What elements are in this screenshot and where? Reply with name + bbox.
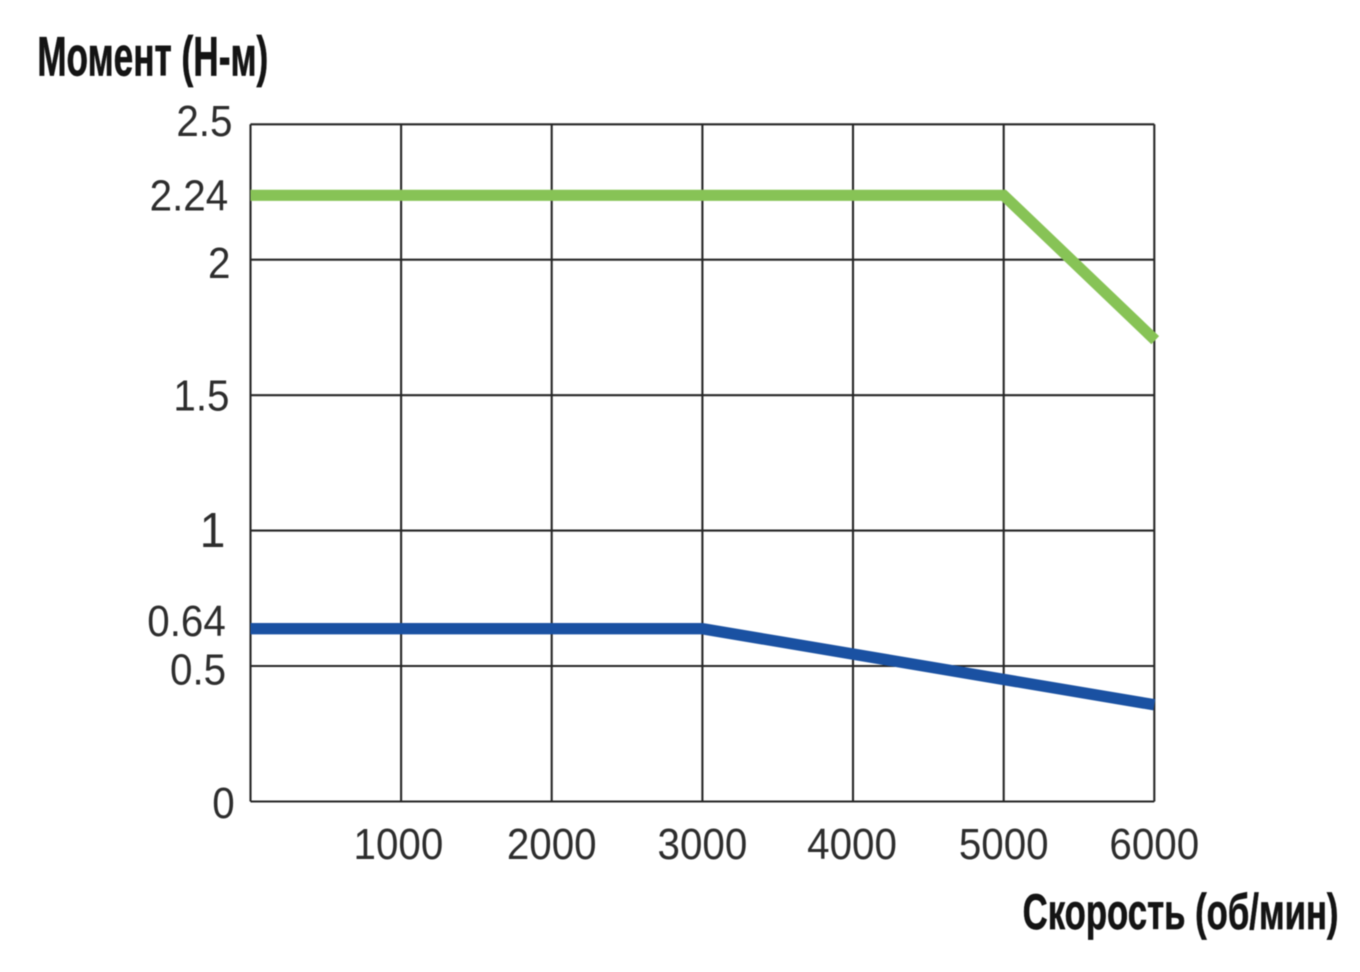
svg-text:1.5: 1.5	[173, 371, 229, 420]
svg-text:2: 2	[208, 239, 230, 288]
svg-text:6000: 6000	[1109, 820, 1199, 869]
svg-text:2.5: 2.5	[176, 97, 232, 146]
svg-text:0.5: 0.5	[170, 645, 226, 694]
svg-text:1: 1	[200, 503, 226, 558]
svg-text:0.64: 0.64	[147, 597, 226, 646]
svg-text:5000: 5000	[959, 820, 1049, 869]
svg-text:Момент (Н-м): Момент (Н-м)	[37, 25, 268, 87]
svg-text:2.24: 2.24	[150, 171, 229, 220]
svg-text:3000: 3000	[658, 820, 748, 869]
svg-text:Скорость (об/мин): Скорость (об/мин)	[1023, 885, 1339, 941]
svg-text:2000: 2000	[507, 820, 597, 869]
svg-text:4000: 4000	[807, 820, 897, 869]
svg-text:0: 0	[212, 778, 234, 827]
svg-text:1000: 1000	[354, 820, 444, 869]
